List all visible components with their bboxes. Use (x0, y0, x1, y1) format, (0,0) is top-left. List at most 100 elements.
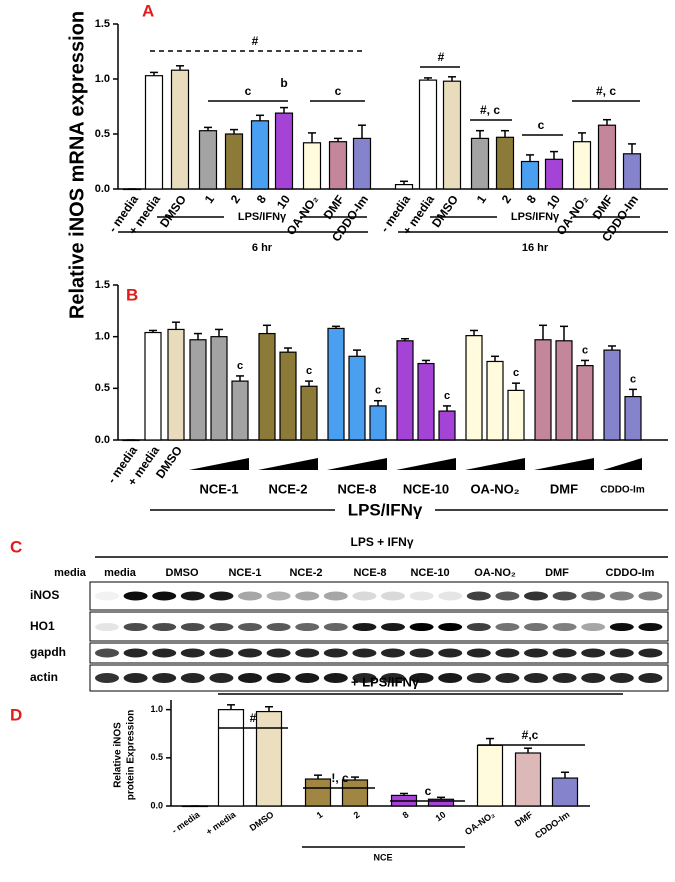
lane-label: media (104, 567, 137, 579)
x-tick-label: 10 (544, 192, 563, 211)
blot-band (524, 591, 548, 601)
significance-label: c (245, 84, 252, 98)
blot-band (438, 591, 463, 601)
group-label: OA-NO₂ (470, 481, 519, 496)
dose-wedge (465, 458, 525, 470)
blot-band (466, 623, 491, 631)
blot-band (238, 591, 262, 601)
blot-band (209, 673, 234, 683)
x-tick-label: 2 (499, 192, 514, 206)
x-tick-label: 8 (254, 192, 269, 206)
blot-band (123, 673, 148, 683)
dose-wedge (189, 458, 249, 470)
significance-label: # (438, 50, 445, 64)
blot-band (581, 591, 606, 601)
x-tick-label: 2 (352, 809, 362, 820)
x-tick-label: 8 (401, 809, 411, 820)
blot-band (409, 623, 434, 631)
blot-band (295, 591, 320, 601)
x-tick-label: OA-NO₂ (463, 809, 497, 837)
significance-label: c (237, 360, 243, 372)
group-label: LPS/IFNγ (238, 211, 287, 223)
blot-band (381, 623, 405, 631)
x-tick-label: CDDO-Im (533, 809, 572, 840)
x-tick-label: + media (204, 809, 238, 837)
blot-band (323, 648, 348, 658)
blot-band (495, 591, 520, 601)
bar (369, 405, 387, 441)
blot-band (638, 648, 663, 658)
group-label: NCE-2 (268, 481, 307, 496)
bar (572, 141, 592, 190)
blot-band (524, 648, 548, 658)
group-label: CDDO-Im (600, 485, 645, 496)
blot-band (438, 623, 463, 631)
bar (327, 327, 345, 441)
blot-band (409, 673, 434, 683)
blot-band (266, 623, 291, 631)
blot-header: LPS + IFNγ (350, 535, 413, 549)
blot-band (152, 673, 177, 683)
bar (352, 137, 372, 190)
blot-band (180, 673, 205, 683)
bar (170, 69, 190, 190)
blot-band (552, 673, 577, 683)
blot-band (95, 623, 119, 631)
blot-band (209, 591, 234, 601)
blot-band (524, 623, 548, 631)
blot-band (609, 591, 634, 601)
blot-band (581, 673, 606, 683)
dose-wedge (534, 458, 594, 470)
significance-label: c (444, 390, 450, 402)
blot-band (95, 673, 119, 683)
x-tick-label: 1 (474, 192, 489, 206)
blot-band (123, 648, 148, 658)
blot-band (381, 648, 405, 658)
blot-band (95, 648, 119, 658)
y-axis-label: Relative iNOS (113, 722, 124, 788)
bar (300, 385, 318, 441)
bar (495, 136, 515, 190)
bar (396, 340, 414, 441)
bar (279, 351, 297, 441)
blot-band (638, 591, 663, 601)
blot-band (95, 591, 119, 601)
blot-band (609, 648, 634, 658)
time-label: 6 hr (252, 242, 273, 254)
x-tick-label: 2 (228, 192, 243, 206)
bar (224, 133, 244, 190)
significance-label: c (630, 373, 636, 385)
significance-label: c (513, 367, 519, 379)
blot-band (466, 591, 491, 601)
bar (231, 380, 249, 441)
bar (250, 120, 270, 190)
blot-band (495, 623, 520, 631)
blot-band (352, 673, 377, 683)
blot-band (295, 648, 320, 658)
lane-label: CDDO-Im (606, 567, 655, 579)
bar (217, 709, 245, 807)
blot-band (552, 648, 577, 658)
bar (486, 360, 504, 441)
lane-label: NCE-2 (289, 567, 322, 579)
blot-band (238, 673, 262, 683)
x-tick-label: 10 (434, 809, 448, 823)
bar (438, 410, 456, 441)
lane-label: NCE-10 (410, 567, 449, 579)
y-tick-label: 0.0 (95, 434, 110, 446)
bar (394, 184, 414, 190)
blot-band (381, 673, 405, 683)
significance-label: c (306, 365, 312, 377)
bar (328, 141, 348, 190)
blot-band (638, 623, 663, 631)
bar (551, 777, 579, 807)
blot-band (238, 623, 262, 631)
bar (348, 355, 366, 441)
group-label: NCE-8 (337, 481, 376, 496)
significance-label: c (582, 344, 588, 356)
y-tick-label: 1.5 (95, 18, 110, 30)
treatment-label: LPS/IFNγ (348, 500, 423, 519)
y-tick-label: 0.0 (150, 800, 163, 810)
dose-wedge (603, 458, 642, 470)
bar (470, 137, 490, 190)
